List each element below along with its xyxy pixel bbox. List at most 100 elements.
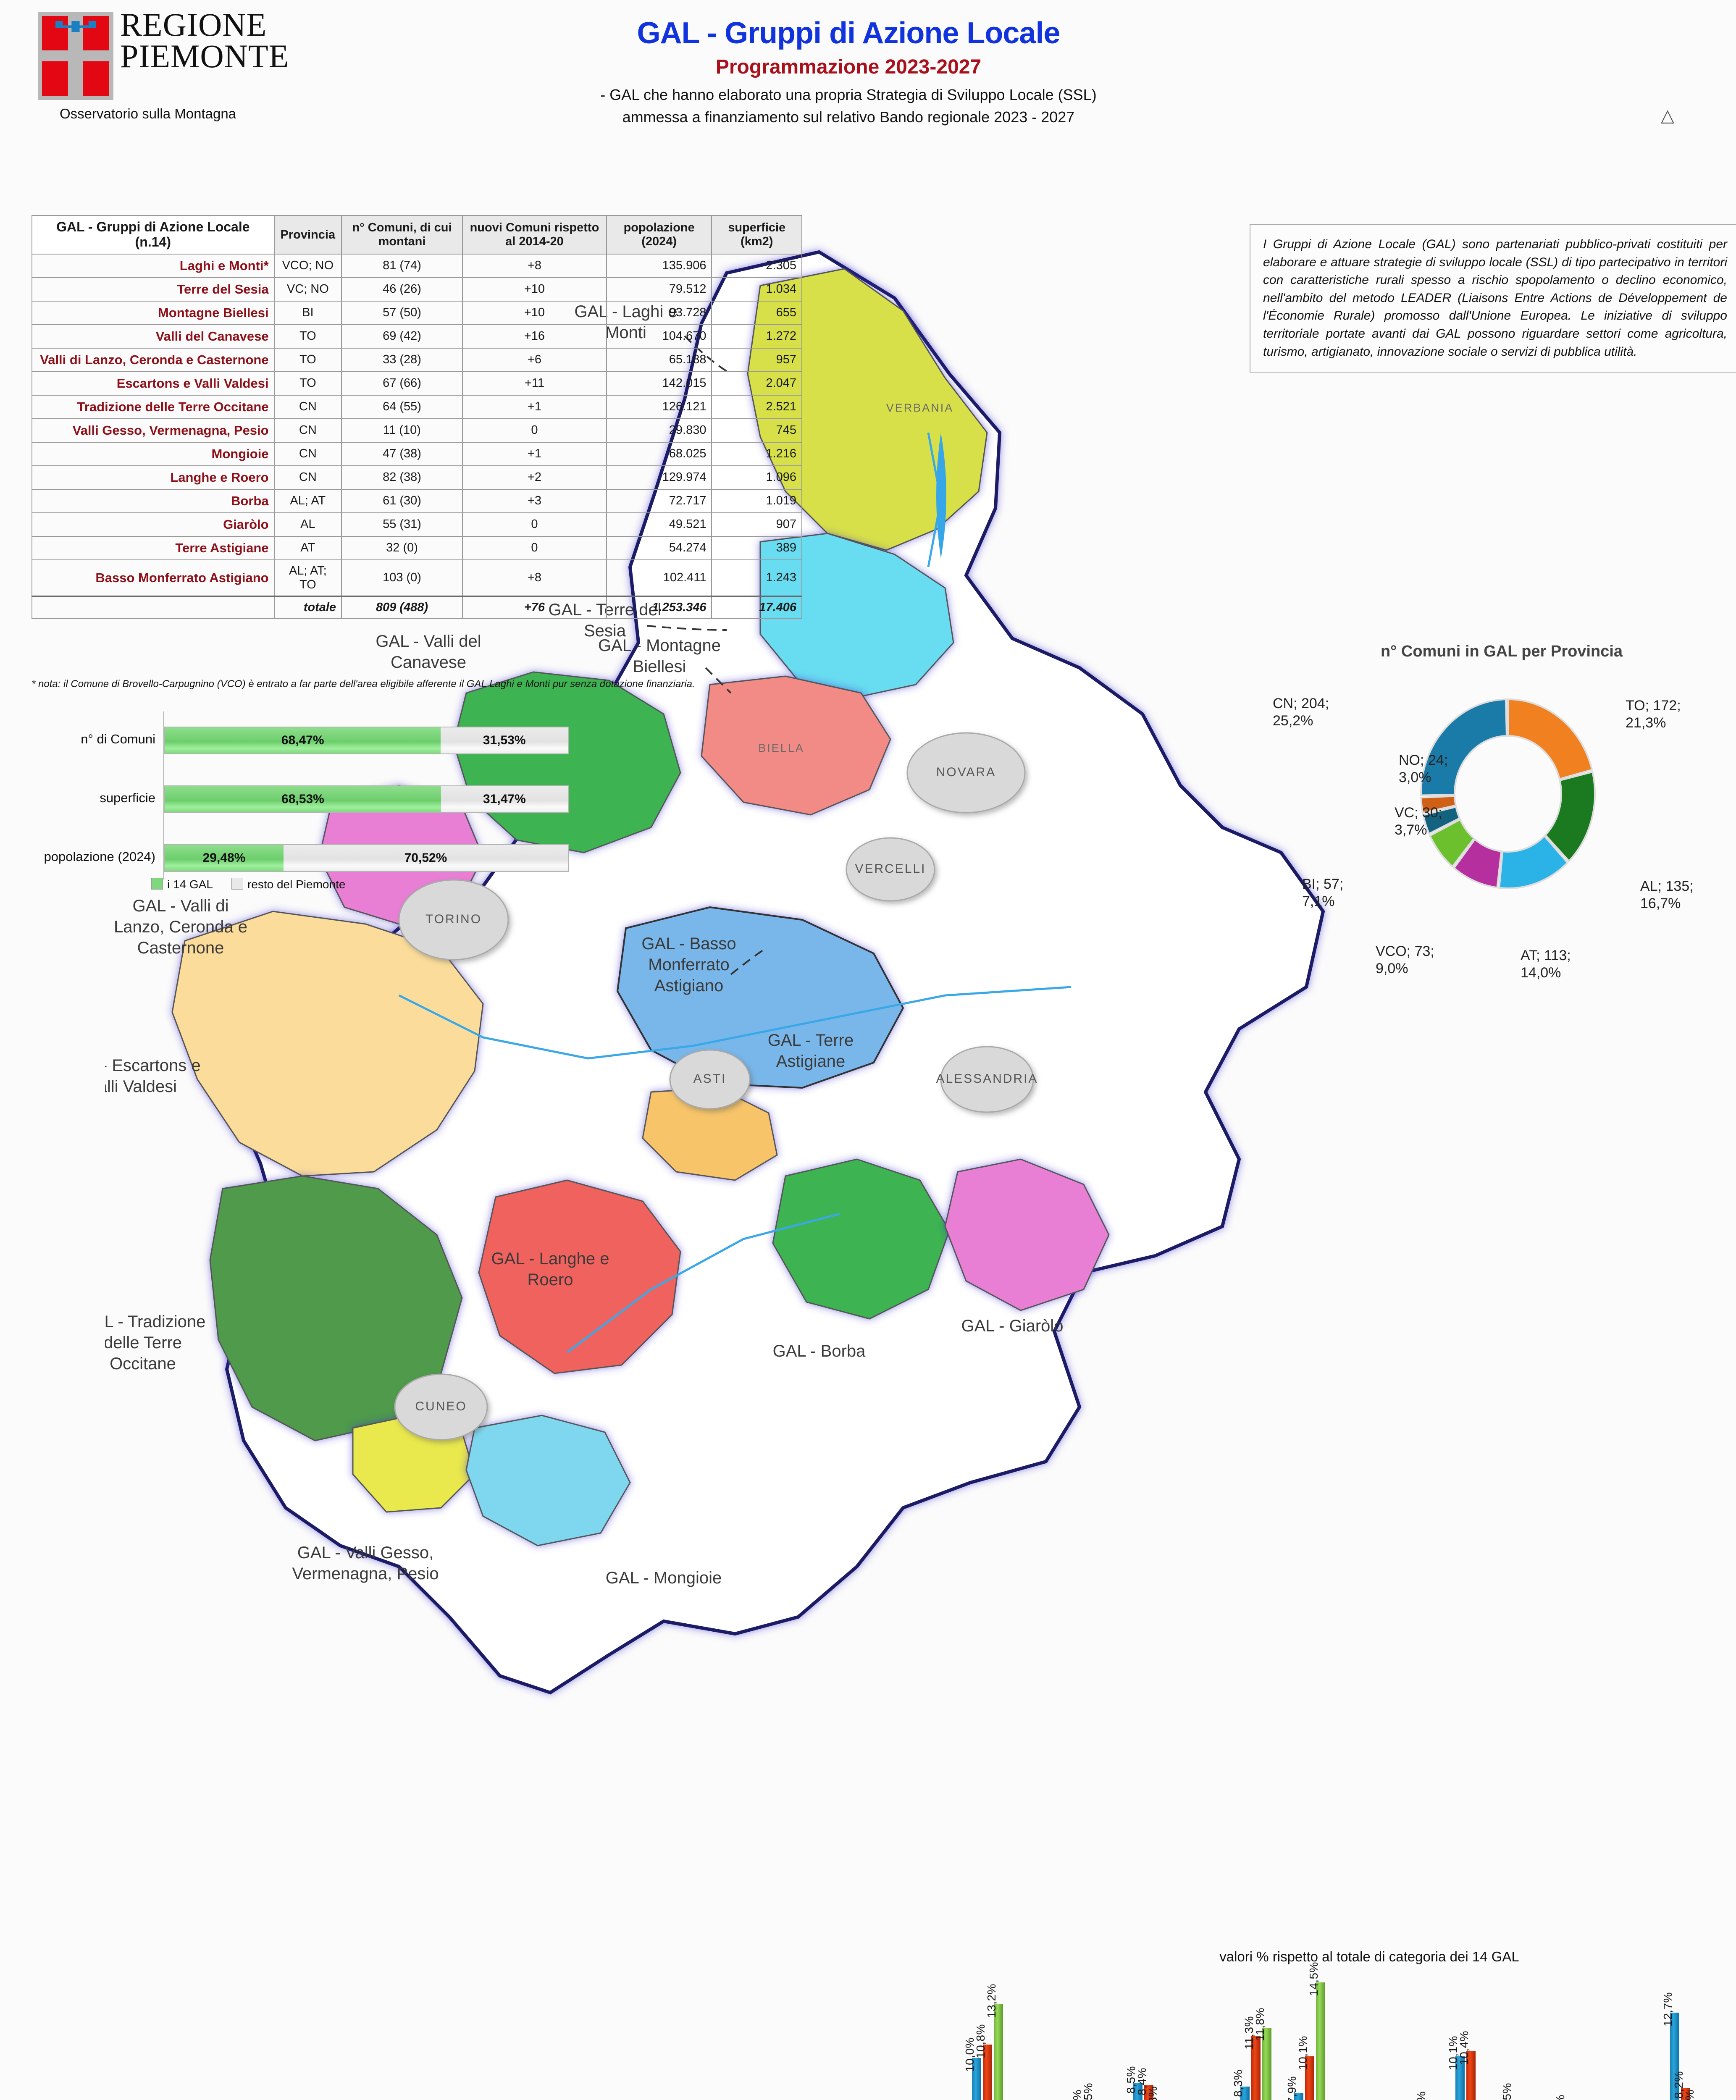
bar-comuni: 10,0% <box>963 2037 981 2100</box>
cell-superficie: 2.521 <box>711 394 802 419</box>
bar-comuni: 10,1% <box>1447 2036 1465 2100</box>
cell-popolazione: 49.521 <box>606 512 712 537</box>
bar-value-label: 10,4% <box>1457 2031 1471 2065</box>
cell-nuovi: +10 <box>462 300 607 325</box>
gal-percent-bar-chart: valori % rispetto al totale di categoria… <box>916 1949 1726 2100</box>
cell-comuni: 67 (66) <box>341 371 463 396</box>
svg-text:Valli Valdesi: Valli Valdesi <box>105 1077 177 1096</box>
cell-gal-name: Terre del Sesia <box>32 277 275 302</box>
cell-nuovi: +8 <box>462 253 607 278</box>
table-row: Escartons e Valli Valdesi TO 67 (66) +11 142… <box>32 371 802 396</box>
svg-text:Biellesi: Biellesi <box>633 657 686 676</box>
donut-slice-al[interactable] <box>1544 771 1596 863</box>
bar-superficie: 13,2% <box>985 1984 1003 2100</box>
donut-label-to: TO; 172; 21,3% <box>1626 698 1681 731</box>
cell-provincia: AL <box>273 512 342 537</box>
table-row: Giaròlo AL 55 (31) 0 49.521 907 <box>32 512 802 537</box>
cell-gal-name: Terre Astigiane <box>32 536 275 560</box>
table-row: Terre Astigiane AT 32 (0) 0 54.274 389 <box>32 536 802 560</box>
legend-swatch <box>151 878 163 890</box>
gal-area-basso-monferrato-astigiano[interactable] <box>616 906 904 1089</box>
gal-area-montagne-biellesi[interactable] <box>701 675 891 816</box>
svg-text:Astigiane: Astigiane <box>776 1052 846 1071</box>
col-header-nuovi-comuni: nuovi Comuni rispetto al 2014-20 <box>462 215 607 255</box>
donut-slice-vc[interactable] <box>1422 806 1461 835</box>
table-row: Valli del Canavese TO 69 (42) +16 104.670 1.2… <box>32 324 802 349</box>
cell-popolazione: 79.512 <box>606 277 712 302</box>
donut-chart-title: n° Comuni in GAL per Provincia <box>1380 643 1623 660</box>
svg-text:Roero: Roero <box>528 1270 573 1289</box>
bar-value-label: 14,5% <box>1307 1962 1321 1996</box>
bar-value-label: 7,3% <box>1146 2086 1159 2100</box>
gal-area-borba[interactable] <box>772 1158 950 1320</box>
page-subtitle: Programmazione 2023-2027 <box>715 56 982 78</box>
donut-slice-cn[interactable] <box>1420 698 1508 796</box>
gal-area-mongioie[interactable] <box>465 1415 631 1546</box>
logo-line-2: PIEMONTE <box>120 37 289 74</box>
cell-popolazione: 54.274 <box>606 536 712 560</box>
donut-slice-to[interactable] <box>1507 698 1593 780</box>
cell-superficie: 1.216 <box>711 441 802 466</box>
cell-nuovi: +2 <box>462 465 607 490</box>
svg-text:ALESSANDRIA: ALESSANDRIA <box>936 1072 1038 1086</box>
col-header-superficie: superficie (km2) <box>711 215 802 255</box>
cell-nuovi: +10 <box>462 277 607 302</box>
stacked-bar-segment: 29,48% <box>165 845 284 871</box>
col-header-provincia: Provincia <box>273 215 342 255</box>
cell-provincia: AL; AT <box>273 488 342 513</box>
bar-comuni: 8,5% <box>1124 2066 1142 2100</box>
bar-group: 5,7%6,3%5,9% <box>1026 1974 1071 2100</box>
cell-nuovi: +16 <box>462 324 607 349</box>
cell-gal-name: Basso Monferrato Astigiano <box>32 559 275 597</box>
table-row: Basso Monferrato Astigiano AL; AT; TO 103 … <box>32 559 802 597</box>
svg-text:Vermenagna, Pesio: Vermenagna, Pesio <box>292 1564 439 1583</box>
gal-area-terre-del-sesia[interactable] <box>759 533 954 698</box>
bar-value-label: 6,8% <box>1554 2095 1567 2100</box>
cell-gal-name: Valli Gesso, Vermenagna, Pesio <box>32 418 275 443</box>
cell-provincia: VCO; NO <box>273 253 342 278</box>
cell-gal-name: Escartons e Valli Valdesi <box>32 371 275 396</box>
stacked-bar-chart: n° di Comuni 68,47% 31,53% superficie 68,53%… <box>25 710 580 891</box>
cell-comuni: 33 (28) <box>341 347 463 372</box>
donut-slice-bi[interactable] <box>1429 818 1475 868</box>
donut-slice-at[interactable] <box>1498 835 1569 889</box>
logo-subtitle: Osservatorio sulla Montagna <box>60 106 236 121</box>
table-row: Valli Gesso, Vermenagna, Pesio CN 11 (10) 0… <box>32 418 802 443</box>
svg-text:Lanzo, Ceronda e: Lanzo, Ceronda e <box>114 918 247 936</box>
bar-group: 6,8%4,0%5,2% <box>1554 1974 1608 2100</box>
cell-nuovi: +3 <box>462 488 607 513</box>
donut-slice-no[interactable] <box>1420 795 1457 814</box>
page-title: GAL - Gruppi di Azione Locale <box>637 16 1060 50</box>
gal-area-langhe-e-roero[interactable] <box>478 1179 681 1374</box>
donut-slice-vco[interactable] <box>1453 838 1502 889</box>
bar-group: 7,5%5,8%5,9% <box>1500 1974 1555 2100</box>
table-head: GAL - Gruppi di Azione Locale (n.14) Pro… <box>32 215 802 255</box>
stacked-chart-legend: i 14 GAL resto del Piemonte <box>151 878 345 891</box>
svg-text:NOVARA: NOVARA <box>936 765 996 779</box>
cell-popolazione: 135.906 <box>606 253 712 278</box>
svg-text:Casternone: Casternone <box>137 939 224 957</box>
stacked-bar-segment: 31,53% <box>441 727 568 753</box>
bar-popolazione: 10,1% <box>1296 2036 1315 2100</box>
bar-popolazione: 8,2% <box>1672 2071 1691 2100</box>
bar-popolazione: 8,4% <box>1135 2068 1153 2100</box>
gal-area-giarolo[interactable] <box>944 1158 1110 1311</box>
bar-group: 7,9% 10,1% 14,5% <box>1285 1962 1339 2100</box>
bar-comuni: 8,3% <box>1232 2069 1250 2100</box>
donut-label-al: AL; 135; 16,7% <box>1640 878 1694 911</box>
cell-provincia: CN <box>273 418 342 443</box>
cell-total-comuni: 809 (488) <box>341 595 463 619</box>
table-total-row: totale 809 (488) +76 1.253.346 17.406 <box>32 595 802 619</box>
gal-area-escartons-valli-valdesi[interactable] <box>171 911 484 1177</box>
cell-superficie: 655 <box>711 300 802 325</box>
stacked-bar-row: 68,53% 31,47% <box>164 785 569 813</box>
cell-nuovi: +11 <box>462 371 607 396</box>
table-row: Tradizione delle Terre Occitane CN 64 (55)… <box>32 394 802 419</box>
north-arrow-icon: △ <box>1660 105 1675 125</box>
gal-map-labels: GAL - Laghi e Monti GAL - Terre del Sesi… <box>105 302 1064 1587</box>
cell-superficie: 2.047 <box>711 371 802 396</box>
cell-provincia: AT <box>273 536 342 560</box>
cell-comuni: 32 (0) <box>341 536 463 560</box>
svg-text:TORINO: TORINO <box>425 912 482 926</box>
gal-description-box: I Gruppi di Azione Locale (GAL) sono par… <box>1250 224 1736 373</box>
